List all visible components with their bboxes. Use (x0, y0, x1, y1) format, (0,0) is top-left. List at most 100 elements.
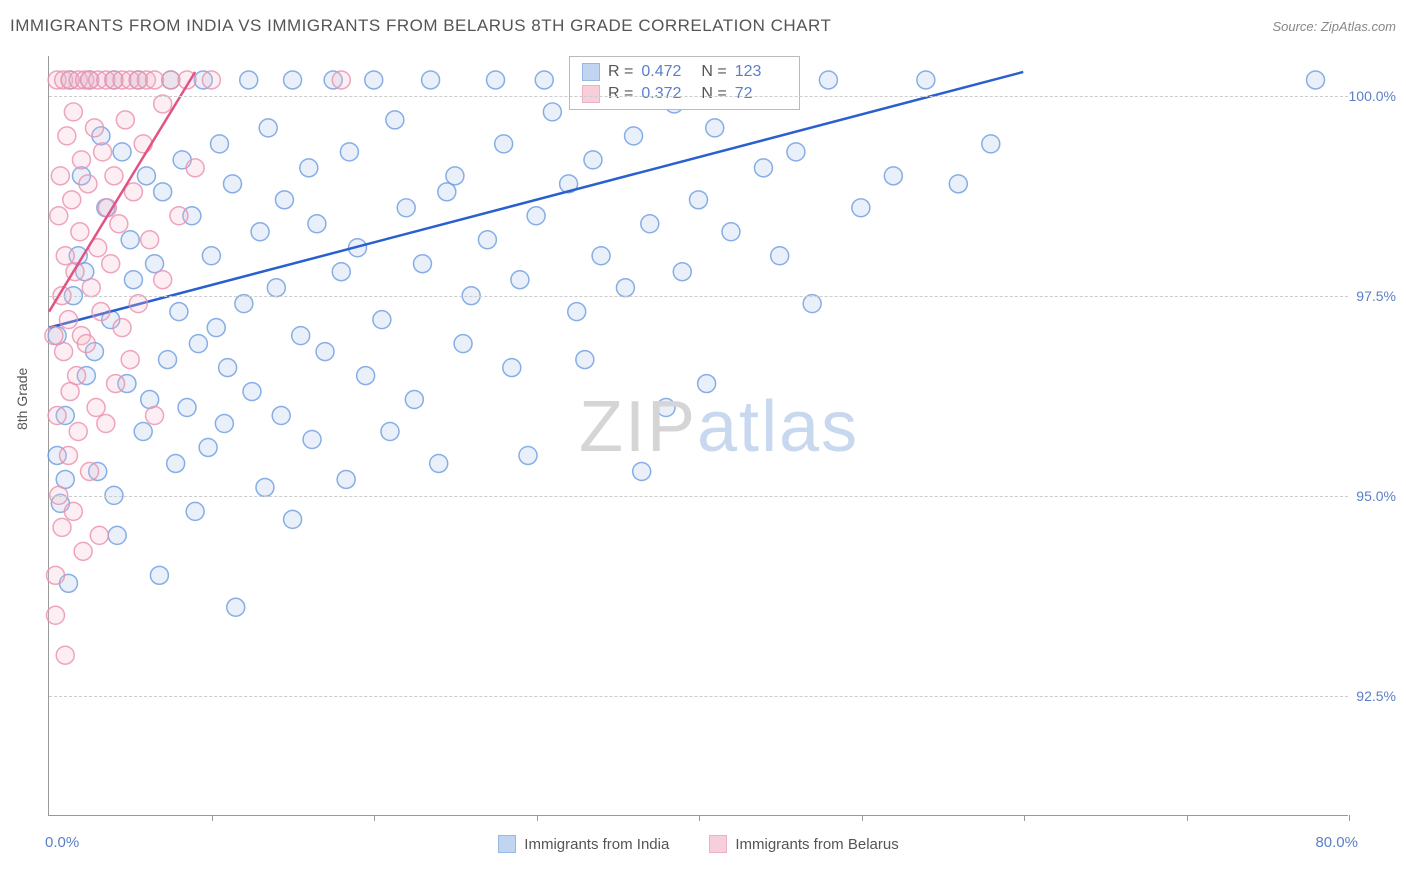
data-point (50, 207, 68, 225)
data-point (240, 71, 258, 89)
data-point (45, 327, 63, 345)
data-point (272, 407, 290, 425)
data-point (592, 247, 610, 265)
legend-swatch-belarus (709, 835, 727, 853)
data-point (134, 423, 152, 441)
data-point (63, 191, 81, 209)
data-point (527, 207, 545, 225)
data-point (292, 327, 310, 345)
data-point (189, 335, 207, 353)
data-point (211, 135, 229, 153)
data-point (576, 351, 594, 369)
gridline (49, 296, 1348, 297)
data-point (82, 279, 100, 297)
data-point (543, 103, 561, 121)
legend-item-india: Immigrants from India (498, 835, 669, 853)
data-point (48, 407, 66, 425)
data-point (116, 111, 134, 129)
data-point (235, 295, 253, 313)
data-point (146, 71, 164, 89)
stat-r-india: 0.472 (641, 63, 693, 81)
data-point (223, 175, 241, 193)
data-point (584, 151, 602, 169)
legend-bottom: Immigrants from India Immigrants from Be… (49, 835, 1348, 853)
data-point (454, 335, 472, 353)
data-point (108, 526, 126, 544)
data-point (340, 143, 358, 161)
data-point (97, 415, 115, 433)
gridline (49, 96, 1348, 97)
data-point (673, 263, 691, 281)
data-point (478, 231, 496, 249)
data-point (884, 167, 902, 185)
data-point (308, 215, 326, 233)
data-point (430, 454, 448, 472)
x-tick (1024, 815, 1025, 821)
data-point (535, 71, 553, 89)
stat-n-india: 123 (735, 63, 787, 81)
data-point (413, 255, 431, 273)
chart-svg (49, 56, 1348, 815)
data-point (162, 71, 180, 89)
data-point (357, 367, 375, 385)
data-point (487, 71, 505, 89)
data-point (259, 119, 277, 137)
data-point (59, 446, 77, 464)
data-point (199, 438, 217, 456)
data-point (129, 295, 147, 313)
data-point (56, 247, 74, 265)
data-point (706, 119, 724, 137)
data-point (186, 502, 204, 520)
data-point (568, 303, 586, 321)
data-point (386, 111, 404, 129)
data-point (300, 159, 318, 177)
data-point (47, 566, 65, 584)
data-point (405, 391, 423, 409)
data-point (332, 263, 350, 281)
data-point (625, 127, 643, 145)
data-point (87, 399, 105, 417)
data-point (803, 295, 821, 313)
data-point (47, 606, 65, 624)
stat-r-belarus: 0.372 (641, 85, 693, 103)
y-tick-label: 100.0% (1349, 88, 1396, 104)
data-point (64, 103, 82, 121)
x-tick (699, 815, 700, 821)
swatch-belarus (582, 85, 600, 103)
data-point (949, 175, 967, 193)
data-point (178, 399, 196, 417)
data-point (141, 391, 159, 409)
data-point (256, 478, 274, 496)
data-point (94, 143, 112, 161)
data-point (71, 223, 89, 241)
data-point (77, 335, 95, 353)
data-point (771, 247, 789, 265)
data-point (243, 383, 261, 401)
x-tick (537, 815, 538, 821)
data-point (59, 311, 77, 329)
data-point (215, 415, 233, 433)
data-point (982, 135, 1000, 153)
data-point (227, 598, 245, 616)
x-tick (1349, 815, 1350, 821)
data-point (64, 502, 82, 520)
title-bar: IMMIGRANTS FROM INDIA VS IMMIGRANTS FROM… (10, 16, 1396, 36)
y-tick-label: 97.5% (1356, 288, 1396, 304)
trend-line (49, 72, 1023, 328)
data-point (90, 526, 108, 544)
gridline (49, 496, 1348, 497)
stats-row-belarus: R = 0.372 N = 72 (578, 83, 791, 105)
data-point (397, 199, 415, 217)
data-point (657, 399, 675, 417)
data-point (137, 167, 155, 185)
data-point (787, 143, 805, 161)
data-point (92, 303, 110, 321)
x-tick (212, 815, 213, 821)
data-point (170, 207, 188, 225)
data-point (68, 367, 86, 385)
data-point (110, 215, 128, 233)
data-point (154, 271, 172, 289)
data-point (56, 646, 74, 664)
data-point (154, 95, 172, 113)
data-point (267, 279, 285, 297)
